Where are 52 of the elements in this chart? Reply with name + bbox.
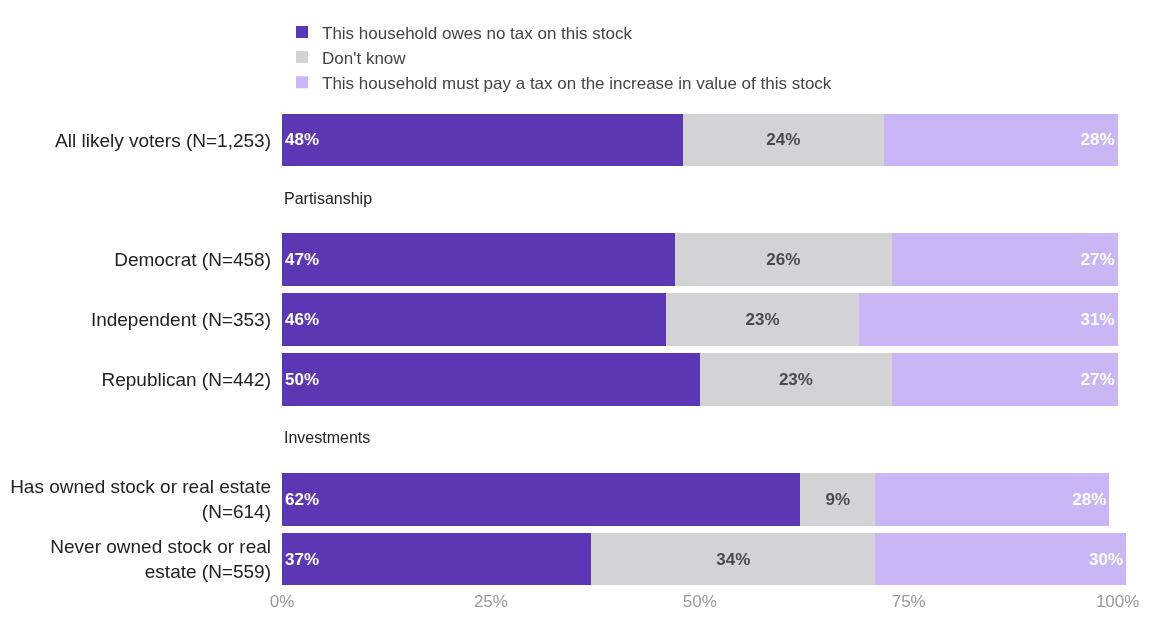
data-label: 34% [716,549,751,569]
y-tick-label: Never owned stock or real estate (N=559) [50,536,271,583]
data-label: 23% [745,310,780,330]
x-tick-label: 25% [473,592,508,611]
y-tick-label: Independent (N=353) [90,309,271,331]
y-tick-label: Republican (N=442) [101,369,271,391]
bar [282,353,700,406]
data-label: 23% [778,369,813,389]
bar [883,113,1118,167]
x-tick-label: 0% [269,592,295,611]
bar [282,472,801,526]
bar [699,353,893,406]
data-label: 62% [285,489,320,509]
data-label: 37% [285,549,320,569]
bar [591,532,876,586]
data-label: 27% [1080,369,1115,389]
data-label: 48% [285,130,320,150]
data-label: 50% [285,369,320,389]
bar [683,113,884,167]
bar [892,233,1118,287]
data-label: 28% [1080,130,1115,150]
data-label: 30% [1088,549,1123,569]
data-label: 28% [1072,489,1107,509]
y-tick-label: Investments [284,429,371,446]
data-label: 24% [766,130,801,150]
legend-label: This household owes no tax on this stock [322,23,633,43]
data-label: 26% [766,250,801,270]
y-tick-label: Partisanship [284,190,373,207]
y-tick-label: All likely voters (N=1,253) [55,129,271,151]
y-tick-label: Has owned stock or real estate (N=614) [10,476,271,523]
bar [674,233,893,287]
data-label: 9% [825,489,850,509]
bar [282,233,675,287]
data-label: 46% [285,310,320,330]
bar [858,293,1118,346]
y-tick-label: Democrat (N=458) [114,249,271,271]
data-label: 47% [285,250,320,270]
bar [282,293,667,346]
x-tick-label: 50% [682,592,717,611]
bar [800,472,876,526]
bar [666,293,859,346]
data-label: 27% [1080,250,1115,270]
bar [282,113,684,167]
data-label: 31% [1080,310,1115,330]
bar [892,353,1118,406]
legend-label: This household must pay a tax on the increase in value of this stock [322,73,832,93]
bar [875,472,1110,526]
bar [875,532,1126,586]
bar [282,532,592,586]
x-tick-label: 75% [891,592,926,611]
x-tick-label: 100% [1095,592,1140,611]
legend-label: Don't know [322,48,407,68]
